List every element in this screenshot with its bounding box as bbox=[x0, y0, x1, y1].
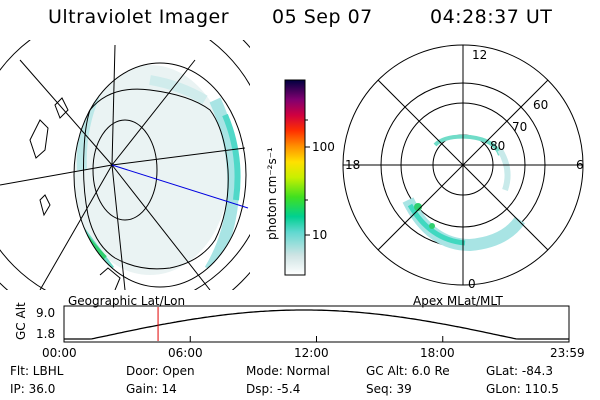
altitude-xtick-1200: 12:00 bbox=[294, 346, 329, 360]
altitude-ylabel: GC Alt bbox=[14, 302, 28, 340]
date-label: 05 Sep 07 bbox=[272, 6, 373, 28]
altitude-xtick-0600: 06:00 bbox=[168, 346, 203, 360]
left-panel-label: Geographic Lat/Lon bbox=[68, 294, 186, 308]
lat-label-80: 80 bbox=[490, 139, 506, 153]
instrument-title: Ultraviolet Imager bbox=[48, 6, 230, 28]
right-panel-label: Apex MLat/MLT bbox=[413, 294, 503, 308]
info-dsp: Dsp: -5.4 bbox=[246, 382, 301, 396]
lat-label-70: 70 bbox=[512, 120, 528, 134]
altitude-xtick-0000: 00:00 bbox=[42, 346, 77, 360]
altitude-xtick-2359: 23:59 bbox=[550, 346, 585, 360]
mlt-label-18: 18 bbox=[345, 158, 361, 172]
info-gc-alt: GC Alt: 6.0 Re bbox=[366, 364, 450, 378]
time-label: 04:28:37 UT bbox=[430, 6, 553, 28]
altitude-ytick-low: 1.8 bbox=[36, 327, 56, 341]
mlt-label-0: 0 bbox=[468, 277, 476, 291]
info-gain: Gain: 14 bbox=[126, 382, 177, 396]
info-mode: Mode: Normal bbox=[246, 364, 330, 378]
colorbar-tick-100: 100 bbox=[312, 140, 335, 154]
info-glat: GLat: -84.3 bbox=[486, 364, 553, 378]
info-door: Door: Open bbox=[126, 364, 195, 378]
mlt-label-6: 6 bbox=[576, 158, 584, 172]
info-ip: IP: 36.0 bbox=[10, 382, 56, 396]
lat-label-60: 60 bbox=[533, 98, 549, 112]
continent-outline bbox=[83, 88, 229, 270]
altitude-ytick-high: 9.0 bbox=[36, 306, 56, 320]
altitude-xtick-1800: 18:00 bbox=[420, 346, 455, 360]
info-flt: Flt: LBHL bbox=[10, 364, 64, 378]
altitude-curve bbox=[64, 309, 569, 340]
info-glon: GLon: 110.5 bbox=[486, 382, 559, 396]
colorbar-tick-10: 10 bbox=[312, 228, 328, 242]
info-seq: Seq: 39 bbox=[366, 382, 412, 396]
polar-grid bbox=[342, 44, 584, 286]
geo-grid bbox=[0, 40, 250, 290]
mlt-label-12: 12 bbox=[472, 48, 488, 62]
